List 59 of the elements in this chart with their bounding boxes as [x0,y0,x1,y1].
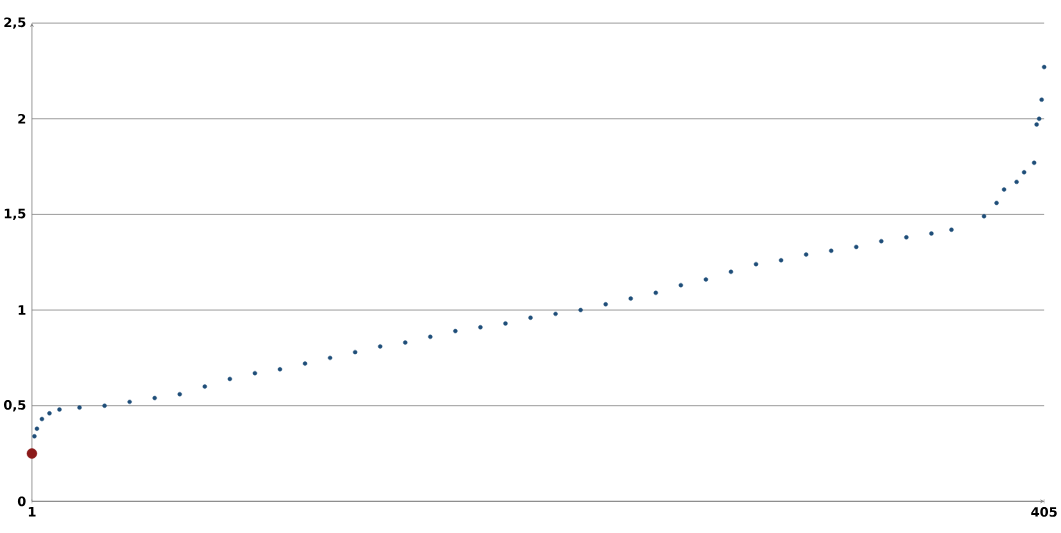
point [32,433,37,439]
y-tick-label: 0,5 [3,399,26,412]
point [753,261,759,267]
point [39,416,45,422]
point [1014,179,1019,184]
y-tick-label: 2 [18,113,26,124]
point [728,269,734,274]
point [653,290,658,295]
point [578,307,583,313]
point [854,244,859,249]
point [478,324,483,330]
point [127,399,132,404]
point [302,361,308,366]
x-tick-label: 405 [1031,506,1057,517]
point [352,349,358,355]
point [803,252,809,257]
point [327,355,333,360]
y-tick-label: 2,5 [4,17,26,29]
point [528,315,533,320]
point [1041,64,1047,70]
point [1031,160,1037,165]
point [1036,116,1042,121]
point [428,334,433,339]
point [1034,122,1039,127]
point [102,403,107,408]
point [703,277,709,282]
point [603,301,608,307]
point [47,410,52,416]
y-tick-label: 1 [18,305,26,315]
point [929,231,934,236]
point [277,366,283,372]
y-tick-label: 0 [17,496,26,507]
point [553,311,558,316]
point [453,328,458,334]
point [403,340,408,345]
point [252,370,258,376]
point [904,234,909,240]
point [177,391,182,397]
point [1021,169,1027,175]
point [1001,187,1007,192]
point [152,395,157,401]
point [628,296,633,301]
y-tick-label: 1,5 [4,208,26,220]
point [1039,97,1044,102]
point [202,384,207,389]
point [879,238,884,244]
point [77,405,82,410]
point [227,376,233,381]
point [57,407,62,412]
point [34,426,40,431]
point [678,282,684,288]
point [778,257,784,263]
point [994,200,999,205]
point [949,227,954,232]
point [503,321,508,326]
point [26,448,38,459]
point [829,248,834,253]
point [378,344,383,349]
point [981,213,987,219]
